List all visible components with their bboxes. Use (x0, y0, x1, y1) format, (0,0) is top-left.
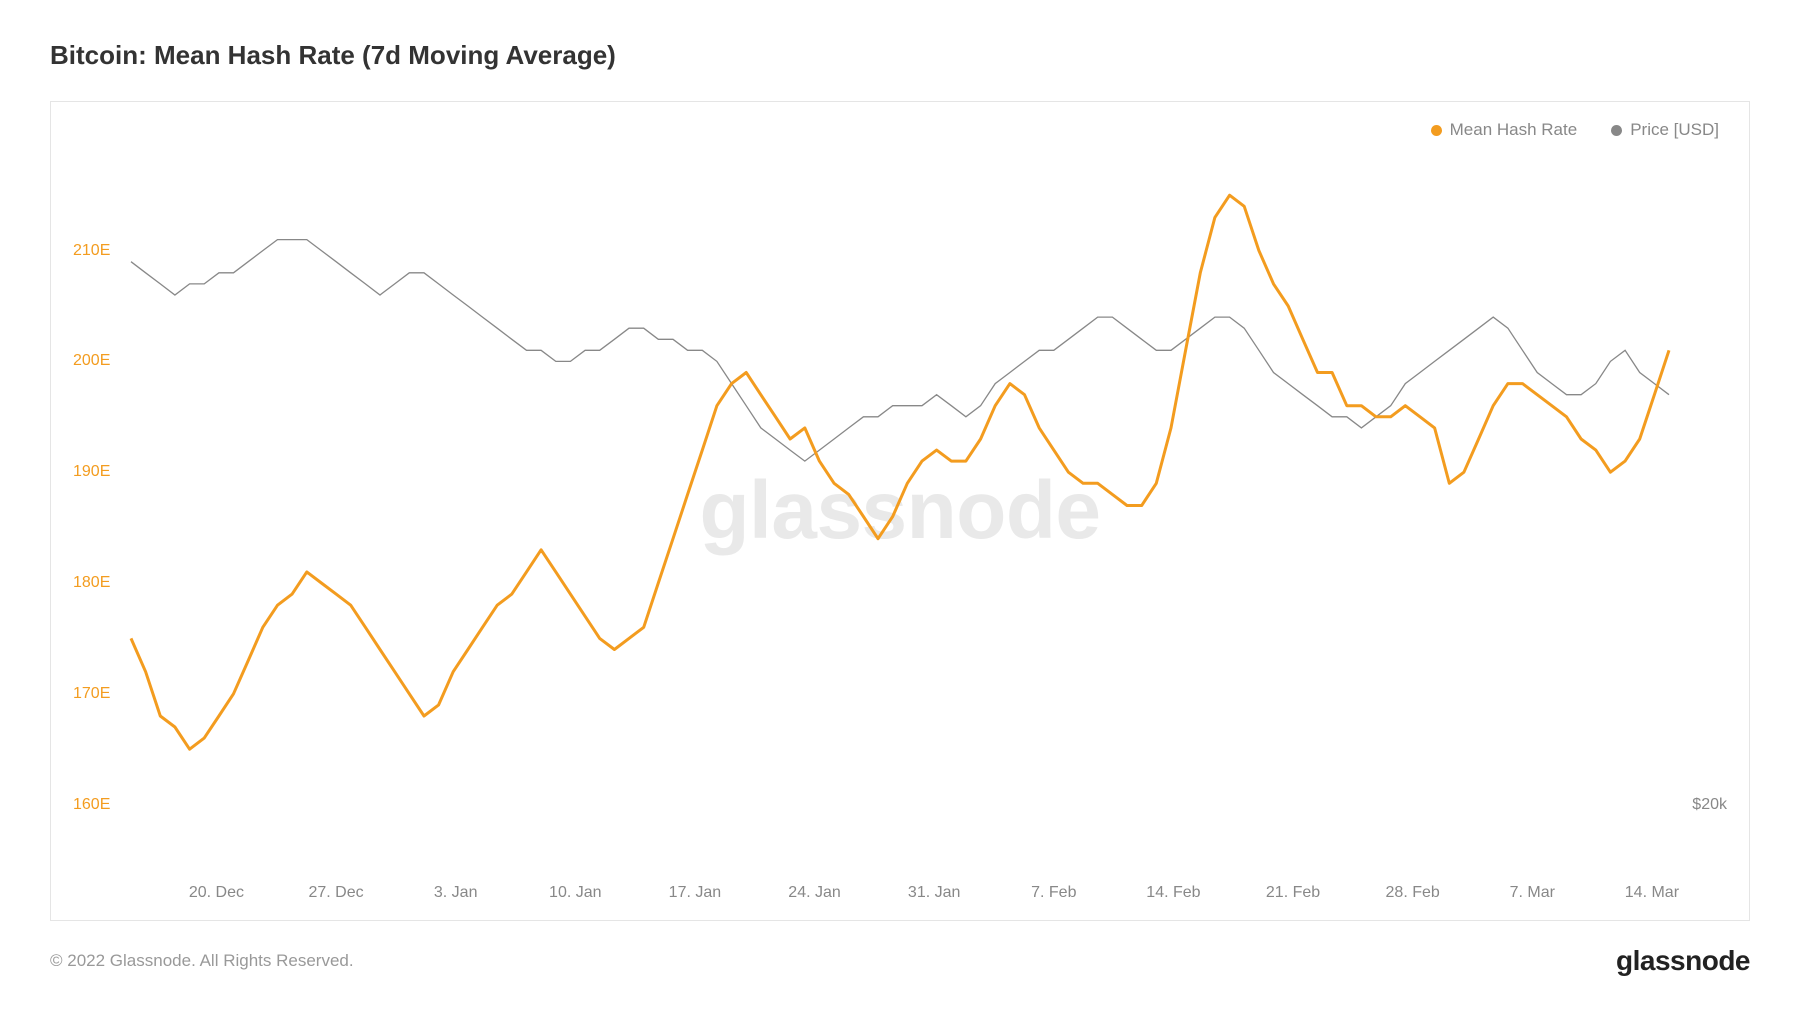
legend-item-hashrate[interactable]: Mean Hash Rate (1431, 120, 1578, 140)
plot-area[interactable]: 160E170E180E190E200E210E$20k20. Dec27. D… (51, 102, 1749, 920)
chart-lines (51, 102, 1749, 920)
price-line (131, 240, 1669, 462)
copyright-text: © 2022 Glassnode. All Rights Reserved. (50, 951, 354, 971)
legend-label-hashrate: Mean Hash Rate (1450, 120, 1578, 140)
brand-logo: glassnode (1616, 945, 1750, 977)
legend-label-price: Price [USD] (1630, 120, 1719, 140)
legend-item-price[interactable]: Price [USD] (1611, 120, 1719, 140)
footer: © 2022 Glassnode. All Rights Reserved. g… (50, 945, 1750, 977)
hashrate-line (131, 195, 1669, 749)
chart-area: Mean Hash Rate Price [USD] glassnode 160… (50, 101, 1750, 921)
legend-dot-price (1611, 125, 1622, 136)
legend-dot-hashrate (1431, 125, 1442, 136)
chart-title: Bitcoin: Mean Hash Rate (7d Moving Avera… (50, 40, 1750, 71)
legend: Mean Hash Rate Price [USD] (1431, 120, 1719, 140)
